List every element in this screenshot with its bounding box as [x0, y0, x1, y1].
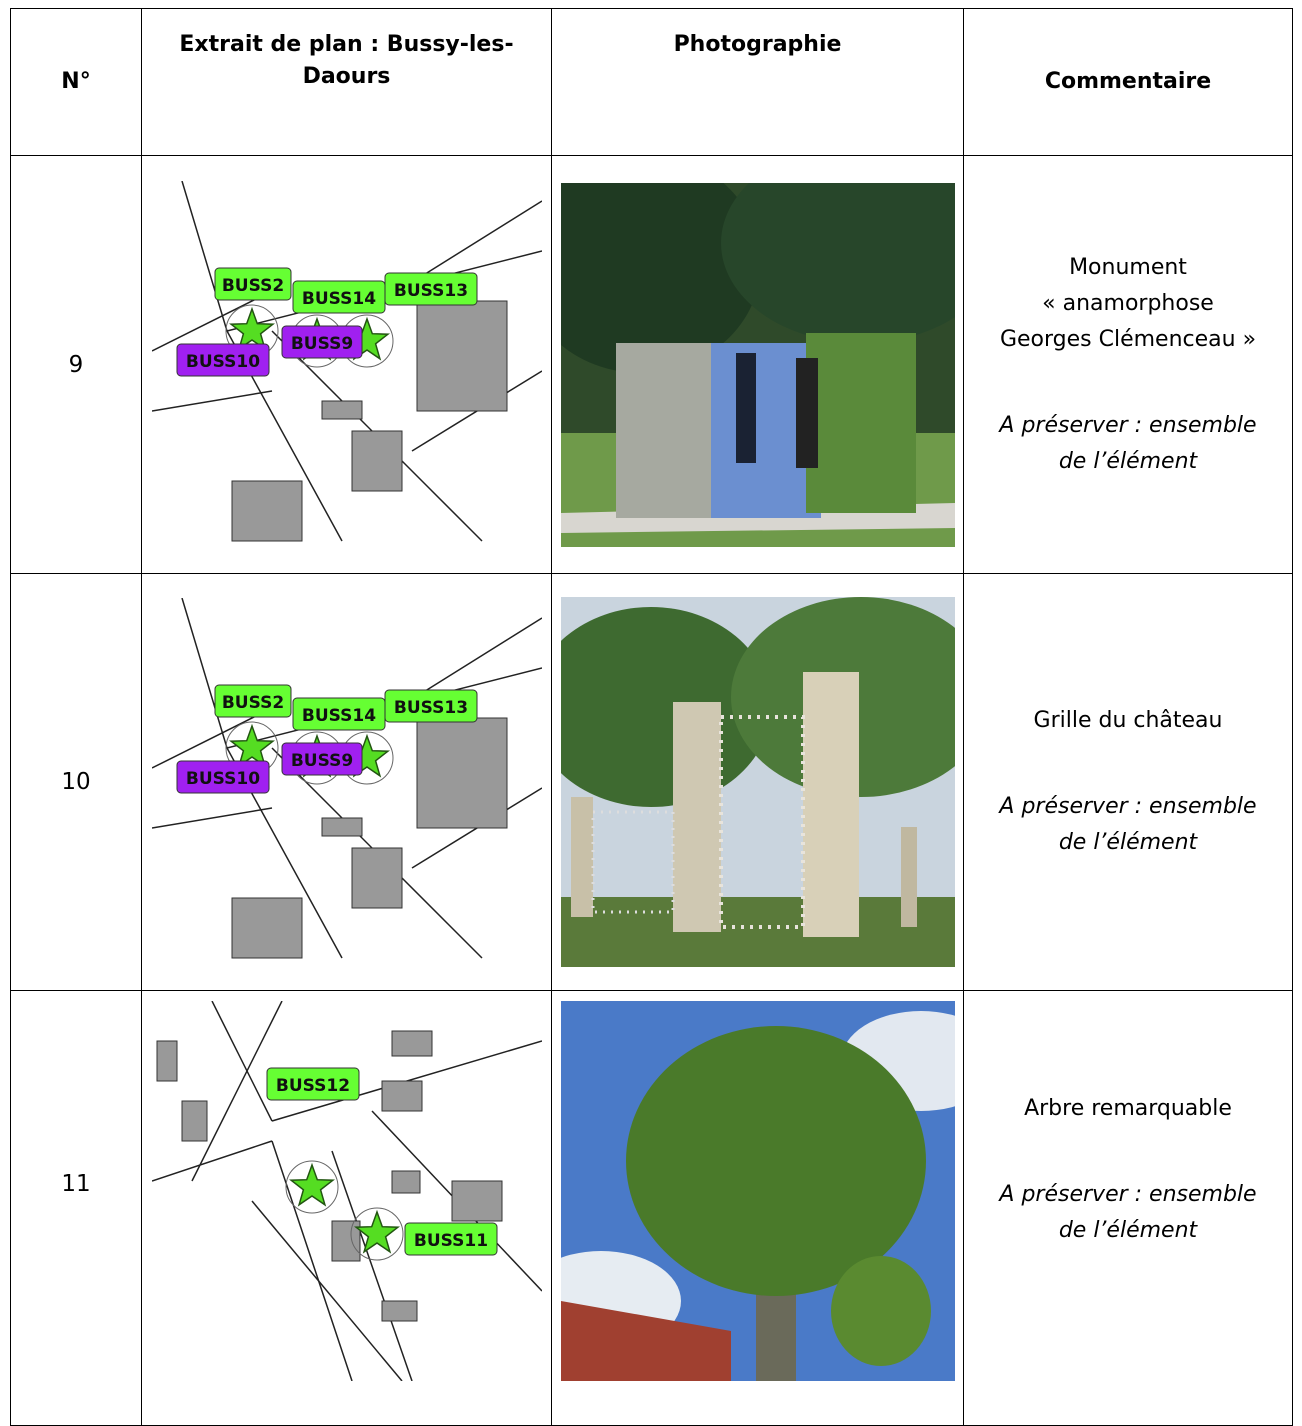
star-marker — [353, 1209, 400, 1254]
building — [391, 1030, 432, 1057]
map-label-box — [176, 343, 269, 376]
building — [416, 717, 507, 829]
comment-line: Monument — [1069, 254, 1187, 280]
map: BUSS2 BUSS14 BUSS13 BUSS9 BUSS10 — [151, 180, 542, 549]
parcel-line — [330, 1150, 413, 1381]
map-label-box — [281, 325, 362, 358]
comment-line: « anamorphose — [1042, 290, 1214, 316]
building — [351, 847, 402, 909]
building — [381, 1300, 417, 1322]
note-line: A préserver : ensemble — [999, 794, 1257, 819]
photo-cell — [551, 990, 964, 1426]
parcel-line — [250, 1200, 403, 1381]
parcel-line — [180, 598, 228, 749]
map-label-box — [214, 684, 291, 718]
note-line: A préserver : ensemble — [999, 1182, 1257, 1207]
map-label-box — [384, 272, 477, 305]
parcel-line — [151, 1140, 272, 1182]
map-label: BUSS2 — [221, 693, 283, 713]
comment-line: Grille du château — [1033, 708, 1223, 733]
building — [351, 430, 402, 491]
building — [181, 1100, 207, 1142]
photo — [560, 182, 955, 547]
map-label: BUSS11 — [413, 1231, 487, 1251]
parcel-line — [190, 1001, 283, 1182]
parcel-line — [151, 389, 272, 412]
building — [381, 1080, 422, 1112]
star-marker — [228, 723, 275, 768]
map-label-box — [214, 267, 291, 300]
comment-cell: Grille du château A préserver : ensemble… — [963, 573, 1293, 991]
note: A préserver : ensemble de l’élément — [964, 1177, 1292, 1249]
parcel-line — [180, 180, 228, 331]
building — [231, 480, 302, 541]
map-cell: BUSS2 BUSS14 BUSS13 BUSS9 BUSS10 — [141, 573, 552, 991]
parcel-line — [151, 712, 262, 769]
map: BUSS2 BUSS14 BUSS13 BUSS9 BUSS10 — [151, 598, 542, 966]
map-label: BUSS2 — [221, 276, 283, 296]
row: 11 BUSS12 BUSS11 Arbre remarquable A prés… — [10, 990, 1293, 1426]
building — [321, 817, 362, 837]
map: BUSS12 BUSS11 — [151, 1001, 542, 1381]
row: 10 BUSS2 BUSS14 BUSS13 BUSS9 BUSS10 Grille d… — [10, 573, 1293, 991]
map-label: BUSS13 — [393, 698, 467, 718]
map-label-box — [404, 1222, 497, 1256]
heritage-table: N° Extrait de plan : Bussy-les-Daours Ph… — [10, 8, 1293, 1426]
map-label-box — [176, 760, 269, 794]
header-cell: N° — [10, 8, 142, 156]
building — [451, 1180, 502, 1222]
number-cell: 10 — [10, 573, 142, 991]
building — [321, 400, 362, 419]
parcel-line — [270, 1140, 353, 1381]
photo-cell — [551, 573, 964, 991]
photo — [560, 597, 955, 967]
building — [231, 897, 302, 959]
photo-cell — [551, 155, 964, 574]
map-label: BUSS9 — [290, 751, 352, 771]
photo — [560, 1001, 955, 1381]
map-label: BUSS10 — [185, 352, 259, 372]
header-row: N° Extrait de plan : Bussy-les-Daours Ph… — [10, 8, 1293, 156]
map-label-box — [281, 742, 362, 776]
marker-ring — [350, 1207, 403, 1261]
comment-cell: Monument « anamorphose Georges Clémencea… — [963, 155, 1293, 574]
map-label-box — [384, 689, 477, 723]
note: A préserver : ensemble de l’élément — [964, 789, 1292, 861]
parcel-line — [151, 807, 272, 829]
note-line: de l’élément — [1058, 448, 1198, 474]
map-label: BUSS13 — [393, 281, 467, 301]
map-label: BUSS14 — [301, 289, 375, 309]
map-label: BUSS10 — [185, 769, 259, 789]
star-marker — [228, 306, 275, 351]
star-marker — [288, 1162, 335, 1207]
comment-line: Georges Clémenceau » — [999, 326, 1257, 352]
header-cell: Extrait de plan : Bussy-les-Daours — [141, 8, 552, 156]
comment-cell: Arbre remarquable A préserver : ensemble… — [963, 990, 1293, 1426]
note: A préserver : ensemble de l’élément — [964, 408, 1292, 480]
map-label: BUSS14 — [301, 706, 375, 726]
map-label: BUSS9 — [290, 334, 352, 354]
note-line: de l’élément — [1058, 830, 1198, 855]
parcel-line — [151, 294, 262, 352]
number-cell: 11 — [10, 990, 142, 1426]
building — [331, 1220, 360, 1262]
marker-ring — [285, 1160, 338, 1214]
number-cell: 9 — [10, 155, 142, 574]
building — [416, 300, 507, 411]
note-line: de l’élément — [1058, 1218, 1198, 1243]
note-line: A préserver : ensemble — [999, 412, 1257, 438]
building — [391, 1170, 420, 1194]
map-cell: BUSS2 BUSS14 BUSS13 BUSS9 BUSS10 — [141, 155, 552, 574]
header-cell: Photographie — [551, 8, 964, 156]
comment-line: Arbre remarquable — [1024, 1096, 1232, 1121]
map-cell: BUSS12 BUSS11 — [141, 990, 552, 1426]
header-cell: Commentaire — [963, 8, 1293, 156]
row: 9 BUSS2 BUSS14 BUSS13 BUSS9 BUSS10 Monument … — [10, 155, 1293, 574]
map-label-box — [266, 1067, 359, 1101]
map-label: BUSS12 — [275, 1076, 349, 1096]
building — [156, 1040, 177, 1082]
parcel-line — [210, 1001, 273, 1122]
